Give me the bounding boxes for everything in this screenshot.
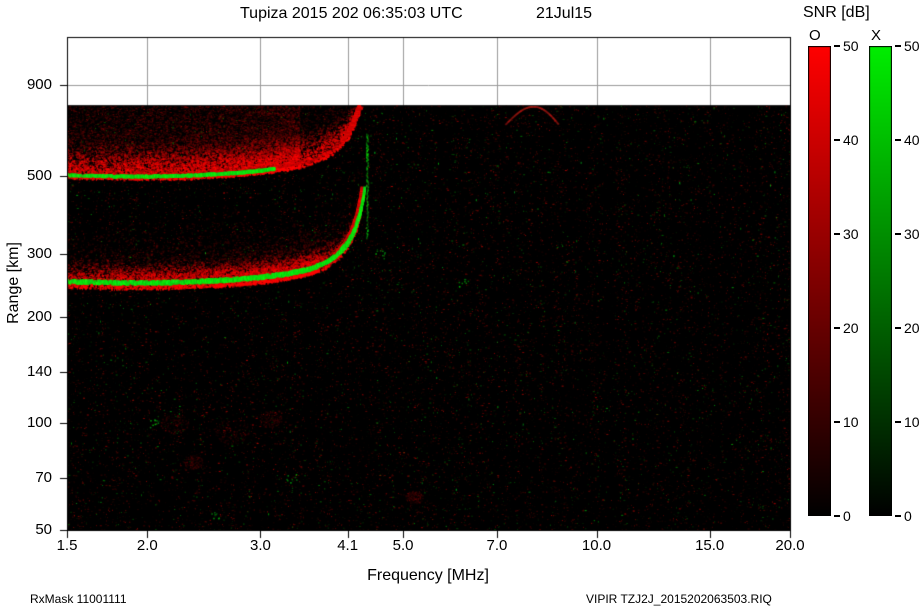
y-tick-label: 50 — [35, 521, 52, 538]
y-tick-label: 140 — [26, 362, 52, 380]
colorbar-tick-mark — [834, 139, 840, 141]
colorbar-title: SNR [dB] — [803, 4, 870, 21]
colorbar-tick-label: 10 — [834, 414, 859, 430]
filename-text: VIPIR TZJ2J_2015202063503.RIQ — [586, 592, 772, 606]
colorbar-tick-label: 0 — [895, 508, 912, 524]
x-axis-label: Frequency [MHz] — [367, 567, 489, 584]
y-tick-label: 500 — [26, 166, 52, 184]
colorbar-tick-mark — [834, 233, 840, 235]
y-tick-label: 70 — [35, 469, 52, 487]
colorbar-tick-mark — [895, 327, 901, 329]
x-tick-label: 3.0 — [250, 537, 271, 554]
x-tick-label: 5.0 — [392, 537, 414, 554]
x-tick-label: 7.0 — [486, 537, 508, 554]
x-tick-label: 10.0 — [581, 537, 612, 554]
x-tick-label: 20.0 — [775, 537, 805, 554]
o-mode-label: O — [809, 27, 821, 44]
x-mode-colorbar — [869, 46, 892, 516]
colorbar-tick-label: 30 — [895, 226, 920, 242]
y-tick-label: 900 — [26, 76, 52, 94]
x-tick-label: 1.5 — [56, 537, 78, 554]
y-tick-label: 300 — [26, 245, 52, 263]
colorbar-tick-mark — [834, 327, 840, 329]
y-tick-label: 100 — [26, 414, 52, 432]
x-tick-label: 4.1 — [337, 537, 359, 554]
colorbar-tick-mark — [895, 45, 901, 47]
plot-title: Tupiza 2015 202 06:35:03 UTC — [240, 5, 463, 22]
colorbar-tick-mark — [895, 139, 901, 141]
ionogram-plot-canvas — [57, 27, 800, 540]
colorbar-tick-label: 10 — [895, 414, 920, 430]
x-tick-label: 15.0 — [695, 537, 725, 554]
colorbar-tick-label: 30 — [834, 226, 859, 242]
y-tick-label: 200 — [26, 307, 52, 325]
colorbar-tick-mark — [895, 515, 901, 517]
colorbar-tick-mark — [895, 421, 901, 423]
x-tick-label: 2.0 — [136, 537, 158, 554]
colorbar-tick-label: 50 — [895, 38, 920, 54]
plot-date: 21Jul15 — [536, 5, 593, 22]
colorbar-tick-mark — [834, 45, 840, 47]
colorbar-tick-label: 40 — [834, 132, 859, 148]
colorbar-tick-mark — [895, 233, 901, 235]
colorbar-tick-label: 20 — [895, 320, 920, 336]
colorbar-tick-mark — [834, 421, 840, 423]
colorbar-tick-mark — [834, 515, 840, 517]
o-mode-colorbar — [808, 46, 831, 516]
colorbar-tick-label: 50 — [834, 38, 859, 54]
colorbar-tick-label: 40 — [895, 132, 920, 148]
colorbar-tick-label: 20 — [834, 320, 859, 336]
colorbar-tick-label: 0 — [834, 508, 851, 524]
rxmask-text: RxMask 11001111 — [30, 592, 127, 606]
y-axis-label: Range [km] — [5, 242, 22, 324]
x-mode-label: X — [871, 27, 882, 44]
